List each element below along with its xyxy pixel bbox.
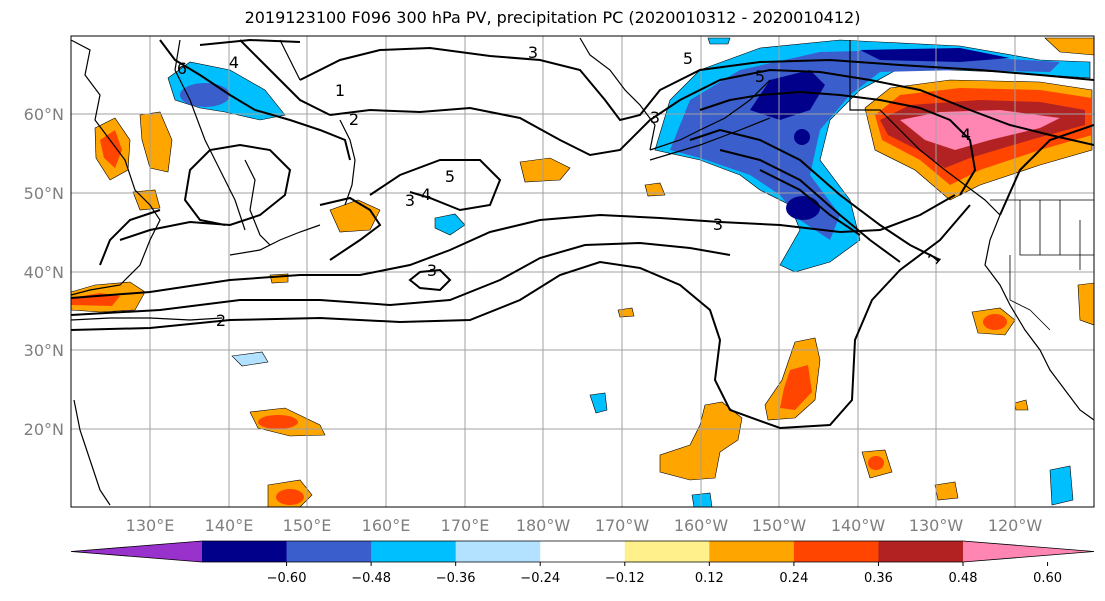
- latitude-label: 60°N: [24, 105, 64, 124]
- pv-contour-label: 1: [335, 81, 345, 100]
- pv-contour-label: 5: [755, 67, 765, 86]
- positive-shading-small: [1014, 399, 1029, 411]
- positive-shading-central-pacific-core: [780, 365, 812, 410]
- colorbar-tick-label: 0.36: [864, 571, 893, 586]
- negative-shading-gulf-blob: [786, 196, 820, 220]
- graticule: [71, 36, 1094, 507]
- pv-contour-label: 2: [216, 311, 226, 330]
- longitude-label: 150°E: [283, 516, 332, 535]
- negative-shading-gulf-strong: [750, 70, 825, 120]
- colorbar-extend-low: [71, 541, 202, 562]
- positive-shading-subtropics-core: [276, 489, 304, 505]
- pv-contour-label: 4: [961, 125, 971, 144]
- colorbar-tick-label: −0.60: [267, 571, 307, 586]
- pv-contour-label: 5: [445, 167, 455, 186]
- pv-contour-label: 4: [421, 185, 431, 204]
- pv-contour-label: 3: [528, 43, 538, 62]
- negative-shading-small: [707, 37, 731, 45]
- figure-title: 2019123100 F096 300 hPa PV, precipitatio…: [244, 8, 861, 27]
- positive-shading-east: [934, 481, 959, 501]
- colorbar: −0.60 −0.48 −0.36 −0.24 −0.12 0.12 0.24 0.36 0.4…: [70, 540, 1095, 586]
- pv-contour-label: 3: [650, 108, 660, 127]
- latitude-label: 30°N: [24, 341, 64, 360]
- latitude-label: 50°N: [24, 184, 64, 203]
- negative-shading-small: [231, 351, 269, 367]
- positive-shading-asia-core: [100, 130, 122, 168]
- longitude-label: 170°E: [441, 516, 490, 535]
- pv-contour-label: 2: [349, 110, 359, 129]
- negative-shading-kamchatka-ne: [242, 88, 280, 112]
- plot-frame: [70, 35, 1095, 508]
- coastlines: [71, 37, 1094, 506]
- colorbar-tick-label: 0.60: [1033, 571, 1062, 586]
- colorbar-swatch: [286, 541, 372, 562]
- longitude-label: 140°W: [831, 516, 886, 535]
- latitude-label: 20°N: [24, 420, 64, 439]
- negative-shading-small: [434, 213, 466, 236]
- positive-shading-california-core: [983, 314, 1007, 330]
- colorbar-tick-label: −0.12: [605, 571, 645, 586]
- negative-shading-small: [1049, 465, 1074, 506]
- pv-contours: [71, 38, 1094, 430]
- positive-shading-asia: [139, 111, 173, 173]
- colorbar-swatch: [793, 541, 879, 562]
- negative-shading-kamchatka-core: [180, 83, 230, 107]
- colorbar-swatch: [371, 541, 457, 562]
- latitude-label: 40°N: [24, 263, 64, 282]
- positive-shading-small: [644, 182, 666, 197]
- pv-contour-label: 4: [229, 53, 239, 72]
- negative-shading-small: [691, 492, 713, 507]
- colorbar-tick-label: −0.48: [351, 571, 391, 586]
- pv-contour-label: 3: [405, 191, 415, 210]
- longitude-label: 120°W: [988, 516, 1043, 535]
- colorbar-swatch: [624, 541, 710, 562]
- positive-shading-subtropics-core: [258, 415, 298, 429]
- longitude-labels: 130°E 140°E 150°E 160°E 170°E 180°W 170°…: [126, 516, 1043, 535]
- longitude-label: 130°E: [126, 516, 175, 535]
- pv-contour-label: 3: [427, 261, 437, 280]
- positive-shading-mid: [329, 199, 381, 233]
- negative-shading-small: [589, 392, 608, 414]
- colorbar-swatch: [878, 541, 964, 562]
- longitude-label: 140°E: [205, 516, 254, 535]
- colorbar-tick-label: −0.36: [436, 571, 476, 586]
- colorbar-extend-high: [963, 541, 1094, 562]
- colorbar-swatch: [709, 541, 795, 562]
- colorbar-tick-label: 0.24: [779, 571, 808, 586]
- positive-shading-east-core: [868, 456, 884, 470]
- colorbar-swatch: [202, 541, 288, 562]
- latitude-labels: 60°N 50°N 40°N 30°N 20°N: [24, 105, 64, 439]
- pv-contour-label: 3: [713, 215, 723, 234]
- colorbar-tick-label: 0.12: [695, 571, 724, 586]
- longitude-label: 150°W: [752, 516, 807, 535]
- pv-contour-label: 6: [177, 59, 187, 78]
- negative-shading-north-strong: [860, 48, 1010, 62]
- pv-contour-label: 5: [683, 49, 693, 68]
- positive-shading-small: [1044, 37, 1094, 56]
- colorbar-swatch: [540, 541, 626, 562]
- political-borders: [849, 40, 1094, 331]
- positive-shading-small: [617, 307, 635, 318]
- positive-shading-mid: [519, 157, 571, 183]
- longitude-label: 160°E: [362, 516, 411, 535]
- pv-contour-label: 1: [924, 248, 945, 268]
- colorbar-outline: [70, 540, 1095, 563]
- positive-shading-california: [1077, 282, 1094, 326]
- colorbar-swatch: [455, 541, 541, 562]
- longitude-label: 160°W: [674, 516, 729, 535]
- pv-contour-labels: 6 4 1 2 3 5 5 4 3 5 3 3 3 1 4 2: [177, 43, 971, 330]
- longitude-label: 130°W: [909, 516, 964, 535]
- longitude-label: 170°W: [595, 516, 650, 535]
- longitude-label: 180°W: [516, 516, 571, 535]
- positive-shading-alaska-core: [900, 110, 1060, 150]
- negative-shading-gulf-blob: [794, 129, 810, 145]
- colorbar-tick-label: 0.48: [949, 571, 978, 586]
- colorbar-tick-label: −0.24: [520, 571, 560, 586]
